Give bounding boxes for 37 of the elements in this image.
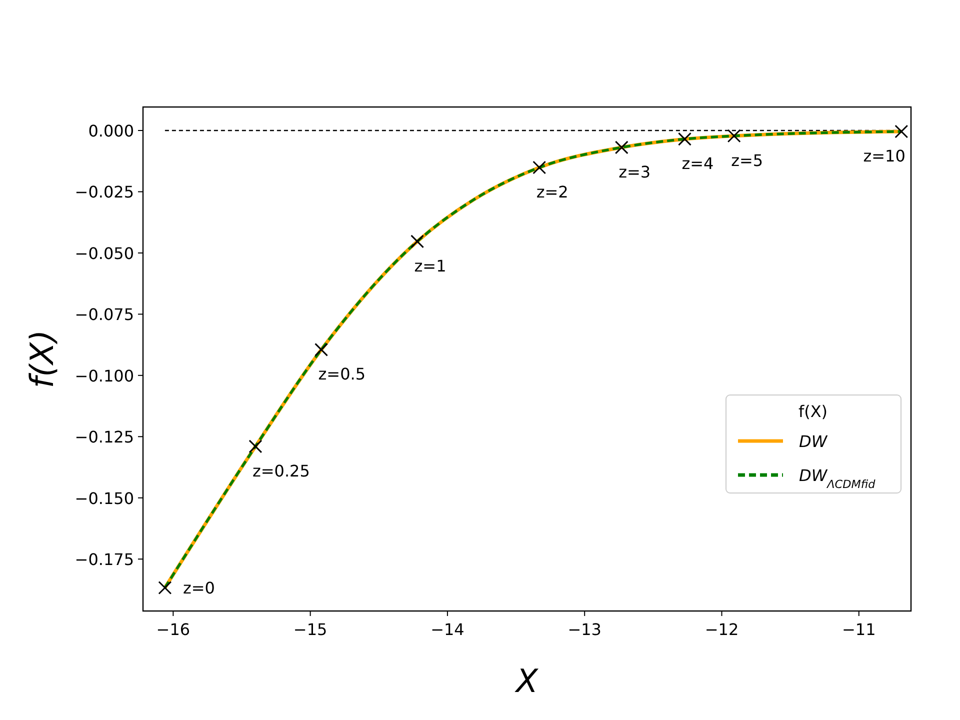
- y-tick-label: −0.100: [74, 366, 134, 386]
- legend-label: DW: [799, 432, 828, 451]
- x-tick-label: −16: [156, 620, 190, 639]
- x-tick-label: −14: [430, 620, 464, 639]
- x-tick-label: −15: [293, 620, 328, 639]
- annotation: z=4: [682, 154, 714, 174]
- annotation: z=2: [536, 182, 568, 202]
- y-tick-label: −0.025: [74, 182, 134, 202]
- point: [410, 234, 424, 248]
- point: [158, 580, 172, 594]
- y-tick-label: −0.075: [74, 305, 134, 324]
- annotation: z=1: [414, 256, 446, 276]
- point: [678, 132, 692, 146]
- y-tick-label: −0.050: [74, 244, 134, 263]
- annotation: z=5: [731, 150, 764, 170]
- x-tick-label: −13: [568, 620, 602, 639]
- point: [614, 140, 628, 154]
- y-tick-label: −0.175: [74, 550, 134, 570]
- point: [314, 342, 328, 356]
- y-axis-title: f(X): [23, 330, 61, 388]
- y-tick-label: −0.150: [74, 488, 134, 508]
- x-tick-label: −12: [704, 620, 739, 639]
- annotation: z=0: [182, 578, 215, 598]
- annotation: z=3: [618, 162, 651, 182]
- point: [727, 129, 741, 143]
- annotation: z=0.5: [318, 364, 366, 384]
- annotation: z=0.25: [252, 461, 310, 480]
- y-tick-label: −0.125: [74, 428, 134, 447]
- legend-label: DW$_{ΛCDMfid}$: [799, 466, 876, 490]
- point: [532, 160, 546, 174]
- point: [894, 124, 908, 138]
- x-axis-title: X: [514, 662, 540, 700]
- y-tick-label: 0.000: [88, 122, 134, 141]
- legend-title: f(X): [798, 402, 828, 421]
- annotation: z=10: [863, 146, 906, 166]
- point: [248, 440, 262, 454]
- x-tick-label: −11: [842, 620, 876, 639]
